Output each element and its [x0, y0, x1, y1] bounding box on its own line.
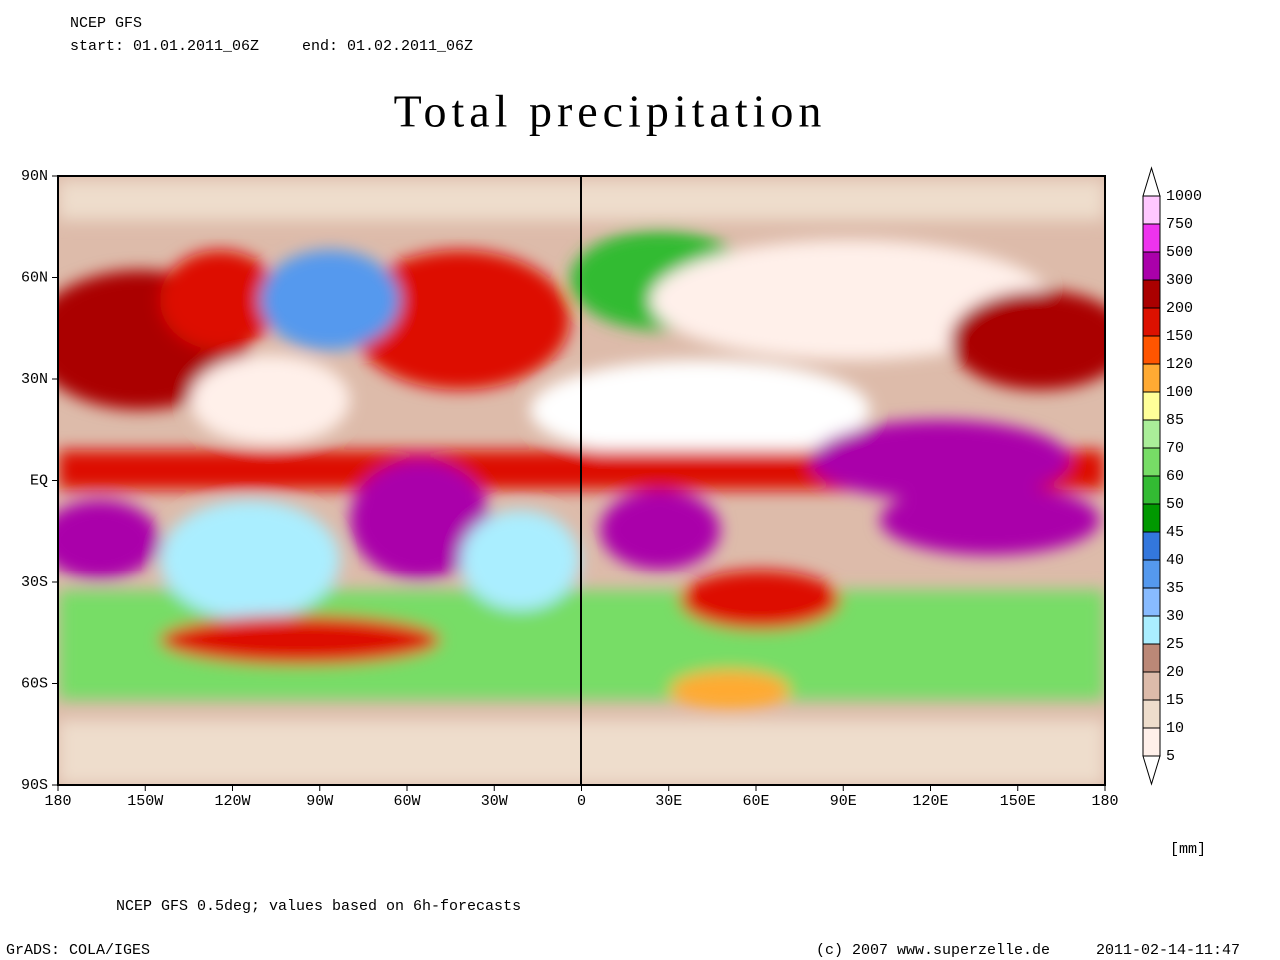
lon-label: 30W — [481, 793, 508, 810]
lon-label: 60E — [742, 793, 769, 810]
copyright: (c) 2007 www.superzelle.de — [816, 942, 1050, 959]
lon-label: 60W — [393, 793, 420, 810]
colorbar-label: 35 — [1166, 580, 1184, 597]
colorbar-box — [1142, 643, 1161, 673]
lat-label: 90S — [21, 777, 48, 794]
lon-label: 120E — [912, 793, 948, 810]
lat-label: 30N — [21, 371, 48, 388]
timestamp: 2011-02-14-11:47 — [1096, 942, 1240, 959]
unit-label: [mm] — [1170, 841, 1206, 858]
lon-label: 150W — [127, 793, 163, 810]
lat-label: EQ — [30, 472, 48, 489]
title: Total precipitation — [394, 86, 827, 137]
lon-label: 120W — [214, 793, 250, 810]
colorbar-label: 30 — [1166, 608, 1184, 625]
map-field — [58, 176, 1105, 785]
colorbar-box — [1142, 251, 1161, 281]
colorbar-box — [1142, 419, 1161, 449]
colorbar-label: 200 — [1166, 300, 1193, 317]
colorbar-label: 50 — [1166, 496, 1184, 513]
colorbar-label: 70 — [1166, 440, 1184, 457]
lon-label: 90E — [830, 793, 857, 810]
colorbar-box — [1142, 475, 1161, 505]
colorbar-label: 25 — [1166, 636, 1184, 653]
colorbar-label: 300 — [1166, 272, 1193, 289]
colorbar-label: 5 — [1166, 748, 1175, 765]
colorbar-box — [1142, 279, 1161, 309]
colorbar-box — [1142, 363, 1161, 393]
lon-label: 0 — [577, 793, 586, 810]
lon-label: 180 — [44, 793, 71, 810]
colorbar-box — [1142, 503, 1161, 533]
lon-label: 180 — [1091, 793, 1118, 810]
colorbar-label: 750 — [1166, 216, 1193, 233]
lat-label: 30S — [21, 574, 48, 591]
colorbar-box — [1142, 587, 1161, 617]
lon-label: 90W — [306, 793, 333, 810]
grads-credit: GrADS: COLA/IGES — [6, 942, 150, 959]
colorbar-box — [1142, 195, 1161, 225]
colorbar-label: 10 — [1166, 720, 1184, 737]
colorbar-label: 15 — [1166, 692, 1184, 709]
end-label: end: 01.02.2011_06Z — [302, 38, 473, 55]
colorbar-box — [1142, 223, 1161, 253]
colorbar-label: 1000 — [1166, 188, 1202, 205]
model-label: NCEP GFS — [70, 15, 142, 32]
colorbar-label: 500 — [1166, 244, 1193, 261]
colorbar-box — [1142, 531, 1161, 561]
colorbar-label: 120 — [1166, 356, 1193, 373]
colorbar-box — [1142, 615, 1161, 645]
colorbar-label: 20 — [1166, 664, 1184, 681]
start-label: start: 01.01.2011_06Z — [70, 38, 259, 55]
lon-label: 150E — [1000, 793, 1036, 810]
colorbar-label: 40 — [1166, 552, 1184, 569]
colorbar-box — [1142, 307, 1161, 337]
colorbar-box — [1142, 447, 1161, 477]
colorbar-box — [1142, 671, 1161, 701]
lon-label: 30E — [655, 793, 682, 810]
colorbar-box — [1142, 559, 1161, 589]
lat-label: 60S — [21, 675, 48, 692]
colorbar-triangle — [1142, 755, 1161, 786]
colorbar-box — [1142, 391, 1161, 421]
colorbar-label: 85 — [1166, 412, 1184, 429]
footnote: NCEP GFS 0.5deg; values based on 6h-fore… — [116, 898, 521, 915]
colorbar-triangle — [1142, 166, 1161, 197]
lat-label: 90N — [21, 168, 48, 185]
colorbar-label: 45 — [1166, 524, 1184, 541]
colorbar-box — [1142, 335, 1161, 365]
colorbar-box — [1142, 699, 1161, 729]
colorbar-label: 60 — [1166, 468, 1184, 485]
colorbar-label: 150 — [1166, 328, 1193, 345]
colorbar-box — [1142, 727, 1161, 757]
lat-label: 60N — [21, 269, 48, 286]
colorbar-label: 100 — [1166, 384, 1193, 401]
colorbar: 1000 750 500 300 200 150 120 100 85 70 60 50 45 40 35 3… — [1142, 166, 1202, 786]
